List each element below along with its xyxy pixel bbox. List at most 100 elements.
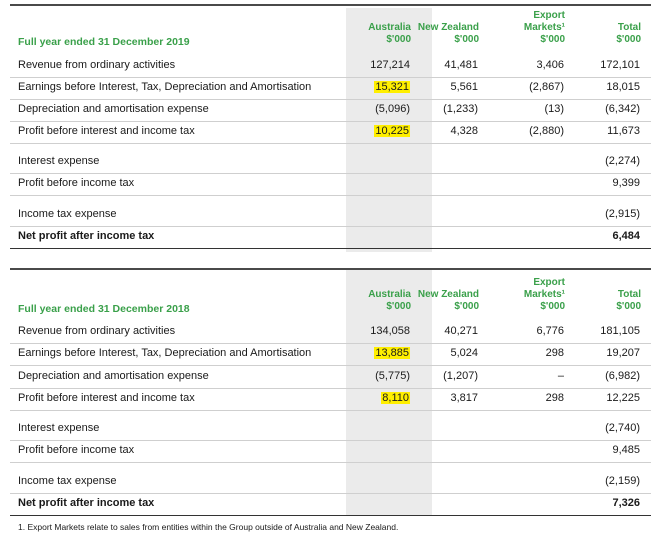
cell-exp: – [558, 370, 564, 382]
column-header-export: Export Markets¹ $'000 [524, 10, 565, 46]
table-row: Interest expense (2,740) [10, 418, 651, 441]
table-row: Depreciation and amortisation expense (5,… [10, 366, 651, 389]
column-header-australia: Australia $'000 [368, 289, 411, 313]
cell-value: (2,274) [605, 155, 640, 167]
column-header-line: New Zealand [417, 22, 479, 33]
cell-value: 8,110 [381, 392, 410, 404]
cell-aus: (5,775) [375, 370, 410, 382]
table-top-rule [10, 4, 651, 6]
table-row: Revenue from ordinary activities 127,214 4… [10, 55, 651, 78]
cell-value: (5,096) [375, 103, 410, 115]
column-header-line: $'000 [616, 34, 641, 45]
cell-value: 9,485 [612, 444, 640, 456]
cell-value: (6,342) [605, 103, 640, 115]
table-row: Income tax expense (2,915) [10, 204, 651, 227]
row-label: Income tax expense [18, 475, 117, 487]
cell-exp: 298 [546, 392, 564, 404]
cell-value: 3,406 [536, 59, 564, 71]
cell-value: 5,024 [450, 347, 478, 359]
cell-total: 12,225 [606, 392, 640, 404]
column-header-total: Total $'000 [616, 289, 641, 313]
table-title: Full year ended 31 December 2019 [18, 36, 190, 48]
row-label: Earnings before Interest, Tax, Depreciat… [18, 347, 312, 359]
cell-value: 15,321 [374, 81, 410, 93]
cell-value: 3,817 [450, 392, 478, 404]
cell-aus: 13,885 [374, 347, 410, 359]
cell-total: (6,342) [605, 103, 640, 115]
cell-value: 19,207 [606, 347, 640, 359]
cell-total: 18,015 [606, 81, 640, 93]
row-label: Net profit after income tax [18, 230, 155, 242]
cell-value: 5,561 [450, 81, 478, 93]
cell-value: 298 [545, 392, 564, 404]
table-top-rule [10, 268, 651, 270]
cell-aus: 127,214 [370, 59, 410, 71]
cell-value: 9,399 [612, 177, 640, 189]
column-header-total: Total $'000 [616, 22, 641, 46]
column-header-line: Total [617, 289, 641, 300]
cell-exp: (13) [544, 103, 564, 115]
row-label: Net profit after income tax [18, 497, 155, 509]
column-header-new-zealand: New Zealand $'000 [418, 22, 479, 46]
cell-total: (6,982) [605, 370, 640, 382]
row-label: Profit before income tax [18, 444, 135, 456]
column-header-line: Export [533, 277, 565, 288]
cell-exp: 298 [546, 347, 564, 359]
column-header-line: Export [533, 10, 565, 21]
row-label: Income tax expense [18, 208, 117, 220]
cell-nz: (1,233) [443, 103, 478, 115]
table-row: Profit before interest and income tax 10,… [10, 121, 651, 144]
cell-value: – [557, 370, 564, 382]
cell-value: 10,225 [374, 125, 410, 137]
cell-value: (2,915) [605, 208, 640, 220]
row-label: Depreciation and amortisation expense [18, 103, 209, 115]
cell-total: 172,101 [600, 59, 640, 71]
cell-value: (2,740) [605, 422, 640, 434]
column-header-australia: Australia $'000 [368, 22, 411, 46]
cell-value: 181,105 [600, 325, 640, 337]
cell-value: 18,015 [606, 81, 640, 93]
column-header-line: $'000 [454, 34, 479, 45]
cell-nz: 41,481 [444, 59, 478, 71]
row-label: Depreciation and amortisation expense [18, 370, 209, 382]
cell-nz: 5,024 [450, 347, 478, 359]
cell-value: 11,673 [607, 125, 640, 137]
row-label: Revenue from ordinary activities [18, 325, 176, 337]
cell-value: 13,885 [374, 347, 410, 359]
table-row: Interest expense (2,274) [10, 151, 651, 174]
column-header-line: $'000 [616, 301, 641, 312]
table-row: Net profit after income tax 7,326 [10, 493, 651, 516]
column-header-line: New Zealand [417, 289, 479, 300]
cell-value: 12,225 [606, 392, 640, 404]
cell-total: 19,207 [606, 347, 640, 359]
cell-value: 127,214 [370, 59, 410, 71]
cell-value: (5,775) [375, 370, 410, 382]
cell-value: (6,982) [605, 370, 640, 382]
cell-value: 298 [545, 347, 564, 359]
column-header-line: $'000 [540, 301, 565, 312]
column-header-new-zealand: New Zealand $'000 [418, 289, 479, 313]
row-label: Profit before interest and income tax [18, 392, 195, 404]
cell-value: (2,880) [529, 125, 564, 137]
table-row: Profit before income tax 9,399 [10, 173, 651, 196]
row-label: Profit before income tax [18, 177, 135, 189]
cell-value: 7,326 [612, 497, 640, 509]
cell-nz: (1,207) [443, 370, 478, 382]
row-label: Interest expense [18, 422, 100, 434]
row-label: Earnings before Interest, Tax, Depreciat… [18, 81, 312, 93]
cell-exp: 3,406 [536, 59, 564, 71]
cell-aus: 134,058 [370, 325, 410, 337]
cell-total: 9,485 [612, 444, 640, 456]
cell-value: 41,481 [444, 59, 478, 71]
cell-nz: 3,817 [450, 392, 478, 404]
cell-total: 9,399 [612, 177, 640, 189]
cell-aus: (5,096) [375, 103, 410, 115]
column-header-line: Markets¹ [523, 22, 565, 33]
cell-value: (2,867) [529, 81, 564, 93]
column-header-line: Australia [368, 289, 411, 300]
cell-value: (13) [544, 103, 564, 115]
cell-aus: 15,321 [374, 81, 410, 93]
cell-value: (1,207) [443, 370, 478, 382]
table-row: Earnings before Interest, Tax, Depreciat… [10, 343, 651, 366]
cell-value: 40,271 [444, 325, 478, 337]
